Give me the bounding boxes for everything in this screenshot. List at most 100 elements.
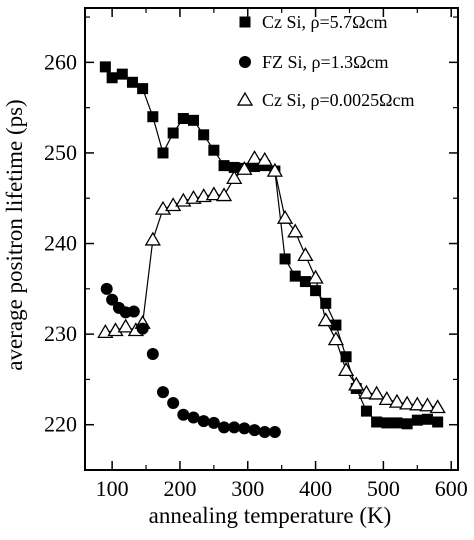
- data-point: [117, 318, 134, 333]
- data-point: [127, 305, 140, 318]
- legend-marker: [239, 56, 251, 68]
- data-point: [146, 348, 159, 361]
- data-point: [401, 418, 413, 430]
- data-point: [310, 285, 322, 297]
- data-point: [391, 417, 403, 429]
- legend-label: Cz Si, ρ=5.7Ωcm: [262, 12, 388, 32]
- data-point: [157, 147, 169, 159]
- data-point: [177, 113, 189, 125]
- data-point: [249, 161, 261, 173]
- x-tick-label: 500: [367, 476, 400, 501]
- data-point: [226, 170, 243, 184]
- series-layer: [97, 61, 446, 438]
- data-point: [266, 162, 284, 177]
- data-point: [378, 391, 395, 406]
- data-point: [432, 416, 444, 428]
- data-point: [421, 413, 433, 425]
- data-point: [371, 416, 383, 428]
- data-point: [358, 384, 375, 399]
- plot-frame: [84, 7, 459, 471]
- legend-item: Cz Si, ρ=5.7Ωcm: [239, 12, 388, 32]
- data-point: [289, 270, 301, 282]
- data-point: [236, 160, 253, 175]
- data-point: [246, 150, 263, 165]
- data-point: [268, 425, 281, 438]
- data-point: [419, 397, 436, 412]
- x-tick-label: 600: [435, 476, 468, 501]
- data-point: [100, 282, 113, 295]
- data-point: [167, 396, 180, 409]
- data-point: [248, 424, 261, 437]
- y-tick-label: 220: [44, 412, 77, 437]
- data-point: [198, 129, 210, 141]
- data-point: [287, 223, 304, 238]
- data-point: [208, 144, 220, 156]
- legend-marker: [239, 16, 251, 28]
- data-point: [147, 111, 159, 123]
- x-tick-label: 400: [299, 476, 332, 501]
- data-point: [330, 319, 342, 331]
- y-axis-label: average positron lifetime (ps): [2, 99, 27, 370]
- data-point: [116, 68, 128, 80]
- data-point: [228, 421, 241, 434]
- data-point: [207, 416, 220, 429]
- data-point: [218, 160, 230, 172]
- data-point: [238, 422, 251, 435]
- data-point: [258, 425, 271, 438]
- series-2: [100, 282, 281, 438]
- plot-area: 100 200 300 400 500 600 220 230 240 250 260: [44, 7, 468, 501]
- data-point: [337, 362, 355, 377]
- data-point: [228, 161, 240, 173]
- data-point: [99, 61, 111, 73]
- legend-label: FZ Si, ρ=1.3Ωcm: [262, 52, 389, 72]
- data-point: [188, 114, 200, 126]
- data-point: [348, 376, 365, 391]
- series-3: [97, 150, 446, 414]
- data-point: [177, 408, 190, 421]
- data-point: [137, 83, 149, 95]
- y-tick-label: 250: [44, 140, 77, 165]
- x-axis-label: annealing temperature (K): [149, 503, 392, 528]
- data-point: [381, 417, 393, 429]
- data-point: [360, 405, 372, 417]
- data-point: [187, 411, 200, 424]
- data-point: [106, 293, 119, 306]
- data-point: [167, 127, 179, 139]
- data-point: [299, 276, 311, 288]
- data-point: [409, 396, 426, 411]
- data-point: [388, 393, 406, 408]
- data-point: [340, 351, 352, 363]
- data-point: [197, 415, 210, 428]
- data-point: [256, 151, 273, 166]
- data-point: [276, 209, 294, 224]
- data-point: [144, 231, 161, 246]
- data-point: [317, 312, 334, 327]
- data-point: [136, 322, 149, 335]
- data-point: [106, 72, 118, 84]
- data-point: [307, 269, 324, 284]
- data-point: [215, 187, 233, 202]
- data-point: [205, 186, 222, 201]
- data-point: [327, 331, 345, 346]
- y-tick-label: 230: [44, 321, 77, 346]
- legend-label: Cz Si, ρ=0.0025Ωcm: [262, 90, 415, 110]
- legend: Cz Si, ρ=5.7Ωcm FZ Si, ρ=1.3Ωcm Cz Si, ρ=0…: [236, 12, 415, 110]
- data-point: [218, 421, 231, 434]
- data-point: [320, 297, 332, 309]
- legend-item: Cz Si, ρ=0.0025Ωcm: [236, 90, 415, 110]
- x-tick-label: 300: [231, 476, 264, 501]
- data-point: [399, 395, 416, 410]
- legend-item: FZ Si, ρ=1.3Ωcm: [239, 52, 389, 72]
- data-point: [411, 414, 423, 426]
- data-point: [429, 399, 446, 414]
- x-tick-label: 100: [96, 476, 129, 501]
- data-point: [279, 253, 291, 265]
- data-point: [297, 247, 314, 261]
- data-point: [156, 386, 169, 399]
- x-tick-label: 200: [163, 476, 196, 501]
- legend-marker: [236, 91, 254, 106]
- data-point: [368, 385, 385, 400]
- y-tick-label: 240: [44, 231, 77, 256]
- data-point: [126, 76, 138, 88]
